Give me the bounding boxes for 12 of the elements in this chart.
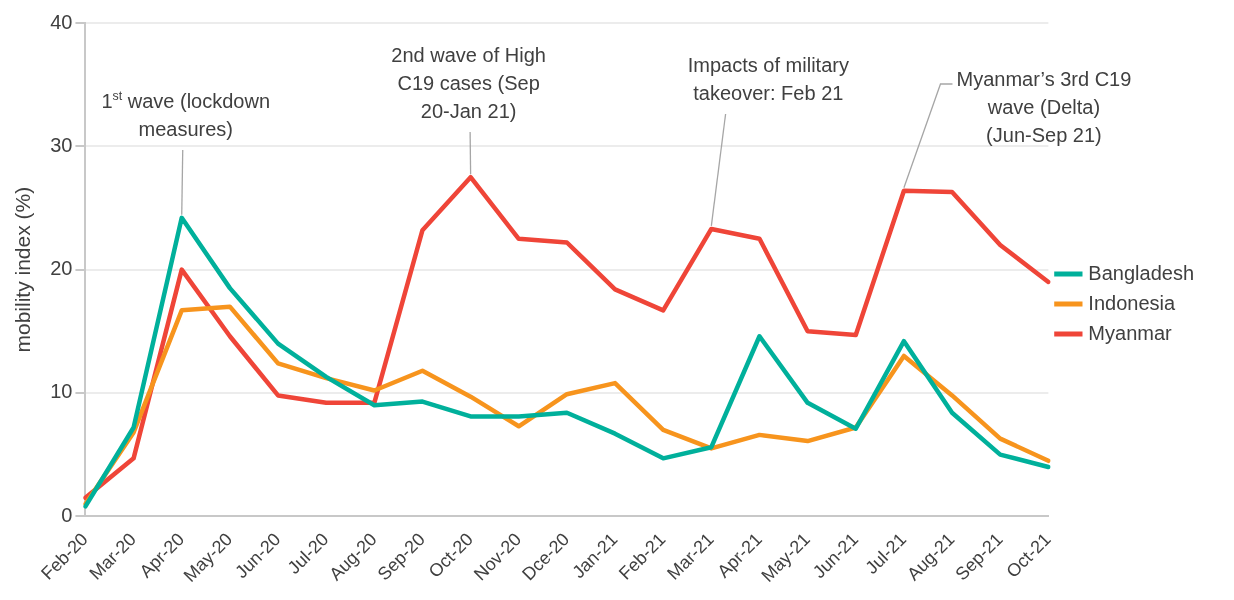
y-tick-label: 0 xyxy=(61,503,73,526)
annotation: Myanmar’s 3rd C19 wave (Delta) (Jun-Sep 21) xyxy=(956,67,1132,146)
y-tick-label: 30 xyxy=(50,133,73,156)
annotation: 2nd wave of High C19 cases (Sep 20-Jan 21) xyxy=(391,43,546,122)
legend-label: Bangladesh xyxy=(1088,261,1195,284)
y-tick-label: 20 xyxy=(50,257,73,280)
legend-label: Indonesia xyxy=(1088,291,1176,314)
y-tick-label: 10 xyxy=(50,380,73,403)
y-axis-title: mobility index (%) xyxy=(11,186,35,353)
annotation: Impacts of military takeover: Feb 21 xyxy=(687,53,849,104)
y-tick-label: 40 xyxy=(50,10,73,33)
legend-label: Myanmar xyxy=(1088,321,1173,344)
